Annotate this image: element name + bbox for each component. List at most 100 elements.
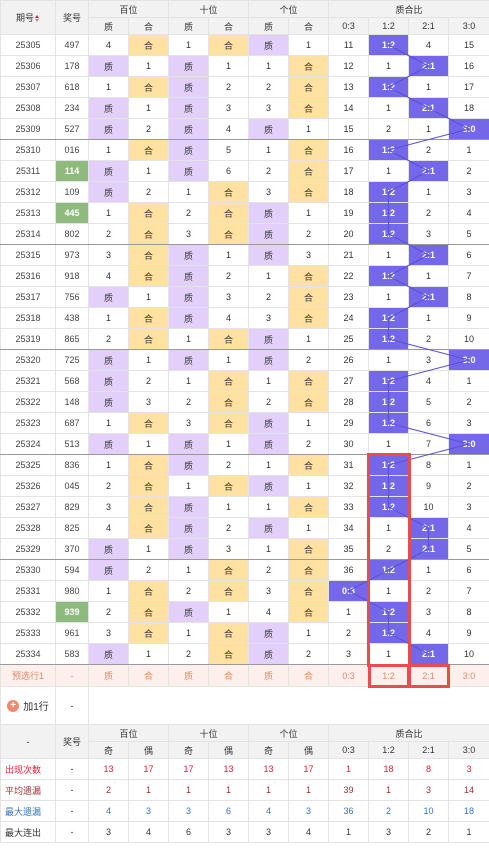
zhi-cell: 质 <box>88 160 129 182</box>
ratio-cell: 1:2 <box>368 139 410 161</box>
he-cell: 合 <box>288 391 330 413</box>
ratio-cell: 27 <box>328 370 370 392</box>
he-cell: 合 <box>288 265 330 287</box>
ratio-cell: 1 <box>368 97 410 119</box>
ratio-cell: 9 <box>448 622 489 644</box>
add-row-button[interactable]: + 加1行 <box>0 686 56 725</box>
period-cell: 25317 <box>0 286 56 308</box>
ratio-cell: 1:2 <box>368 181 410 203</box>
zhi-cell: 质 <box>168 496 210 518</box>
stats-value: 1 <box>208 779 250 801</box>
prize-cell: 836 <box>55 454 89 476</box>
ratio-cell: 1:2 <box>368 328 410 350</box>
ratio-cell: 22 <box>328 265 370 287</box>
zhi-cell: 3 <box>168 412 210 434</box>
draw-row: 25315 973 3 合质 1 质 3 21 1 2:1 6 <box>0 244 489 266</box>
shiwei-header: 十位 <box>168 0 250 18</box>
ratio-cell: 2:1 <box>408 517 450 539</box>
ratio-cell: 8 <box>448 286 489 308</box>
stats-ratio-col: 0:3 <box>328 741 370 759</box>
ratio-cell: 1 <box>368 244 410 266</box>
he-cell: 合 <box>208 181 250 203</box>
prize-cell: 148 <box>55 391 89 413</box>
he-cell: 合 <box>127 34 170 56</box>
he-cell: 1 <box>288 34 330 56</box>
period-cell: 25323 <box>0 412 56 434</box>
he-cell: 合 <box>288 160 330 182</box>
he-cell: 合 <box>288 97 330 119</box>
he-cell: 2 <box>127 118 170 140</box>
he-cell: 合 <box>288 286 330 308</box>
prediction-cell[interactable]: 2:1 <box>408 664 450 687</box>
draw-row: 25334 583 质 1 2 合质 2 3 1 2:1 10 <box>0 643 489 665</box>
he-cell: 1 <box>208 244 250 266</box>
he-cell: 合 <box>127 328 170 350</box>
zhi-cell: 1 <box>168 370 210 392</box>
ratio-cell: 0:3 <box>328 580 370 602</box>
he-cell: 2 <box>288 349 330 371</box>
he-cell: 3 <box>127 391 170 413</box>
period-cell: 25312 <box>0 181 56 203</box>
ratio-cell: 5 <box>448 223 489 245</box>
ratio-cell: 2 <box>328 622 370 644</box>
stats-value: 18 <box>368 758 410 780</box>
prediction-cell[interactable]: 合 <box>127 664 170 687</box>
prize-cell: 045 <box>55 475 89 497</box>
odd-label: 奇 <box>88 741 129 759</box>
zhi-cell: 质 <box>168 55 210 77</box>
he-cell: 2 <box>288 223 330 245</box>
stats-value: 17 <box>288 758 330 780</box>
draw-row: 25308 234 质 1 质 3 3 合 14 1 2:1 18 <box>0 97 489 119</box>
zhi-cell: 1 <box>168 622 210 644</box>
he-cell: 合 <box>288 580 330 602</box>
prize-cell: 756 <box>55 286 89 308</box>
draw-row: 25322 148 质 3 2 合 2 合 28 1:2 5 2 <box>0 391 489 413</box>
prediction-cell[interactable]: 质 <box>248 664 290 687</box>
ratio-cell: 2 <box>368 538 410 560</box>
he-cell: 1 <box>288 118 330 140</box>
ratio-col-label: 1:2 <box>368 17 410 35</box>
he-cell: 合 <box>208 622 250 644</box>
prediction-row[interactable]: 预选行1 - 质 合 质 合 质 合 0:3 1:2 2:1 3:0 <box>0 664 489 687</box>
zhi-cell: 2 <box>168 643 210 665</box>
period-cell: 25316 <box>0 265 56 287</box>
stats-value: 1 <box>248 779 290 801</box>
prize-cell: 583 <box>55 643 89 665</box>
zhi-cell: 质 <box>168 118 210 140</box>
prediction-cell[interactable]: 质 <box>168 664 210 687</box>
ratio-cell: 25 <box>328 328 370 350</box>
zhi-cell: 3 <box>88 244 129 266</box>
ratio-cell: 19 <box>328 202 370 224</box>
prediction-cell[interactable]: 合 <box>208 664 250 687</box>
zhi-label: 质 <box>168 17 210 35</box>
stats-dash: - <box>55 758 89 780</box>
draw-row: 25307 618 1 合质 2 2 合 13 1:2 1 17 <box>0 76 489 98</box>
ratio-cell: 1:2 <box>368 391 410 413</box>
draw-row: 25327 829 3 合质 1 1 合 33 1:2 10 3 <box>0 496 489 518</box>
ratio-cell: 1 <box>368 433 410 455</box>
period-cell: 25327 <box>0 496 56 518</box>
ratio-col-label: 3:0 <box>448 17 489 35</box>
ratio-cell: 1:2 <box>368 622 410 644</box>
prize-cell: 114 <box>55 160 89 182</box>
prediction-cell[interactable]: 3:0 <box>448 664 489 687</box>
prediction-cell[interactable]: 合 <box>288 664 330 687</box>
stats-value: 1 <box>368 779 410 801</box>
ratio-cell: 16 <box>328 139 370 161</box>
add-row-value: - <box>55 686 89 725</box>
prediction-cell[interactable]: 0:3 <box>328 664 370 687</box>
prize-cell: 829 <box>55 496 89 518</box>
prediction-cell[interactable]: 1:2 <box>368 664 410 687</box>
ratio-cell: 9 <box>448 307 489 329</box>
zhi-label: 质 <box>88 17 129 35</box>
sort-icon[interactable] <box>35 15 40 23</box>
he-cell: 合 <box>208 34 250 56</box>
he-cell: 2 <box>127 370 170 392</box>
ratio-cell: 3 <box>408 601 450 623</box>
period-header[interactable]: 期号 <box>0 0 56 35</box>
ratio-cell: 1 <box>448 139 489 161</box>
ratio-cell: 34 <box>328 517 370 539</box>
ratio-cell: 2 <box>408 328 450 350</box>
prediction-cell[interactable]: 质 <box>88 664 129 687</box>
he-cell: 2 <box>127 559 170 581</box>
